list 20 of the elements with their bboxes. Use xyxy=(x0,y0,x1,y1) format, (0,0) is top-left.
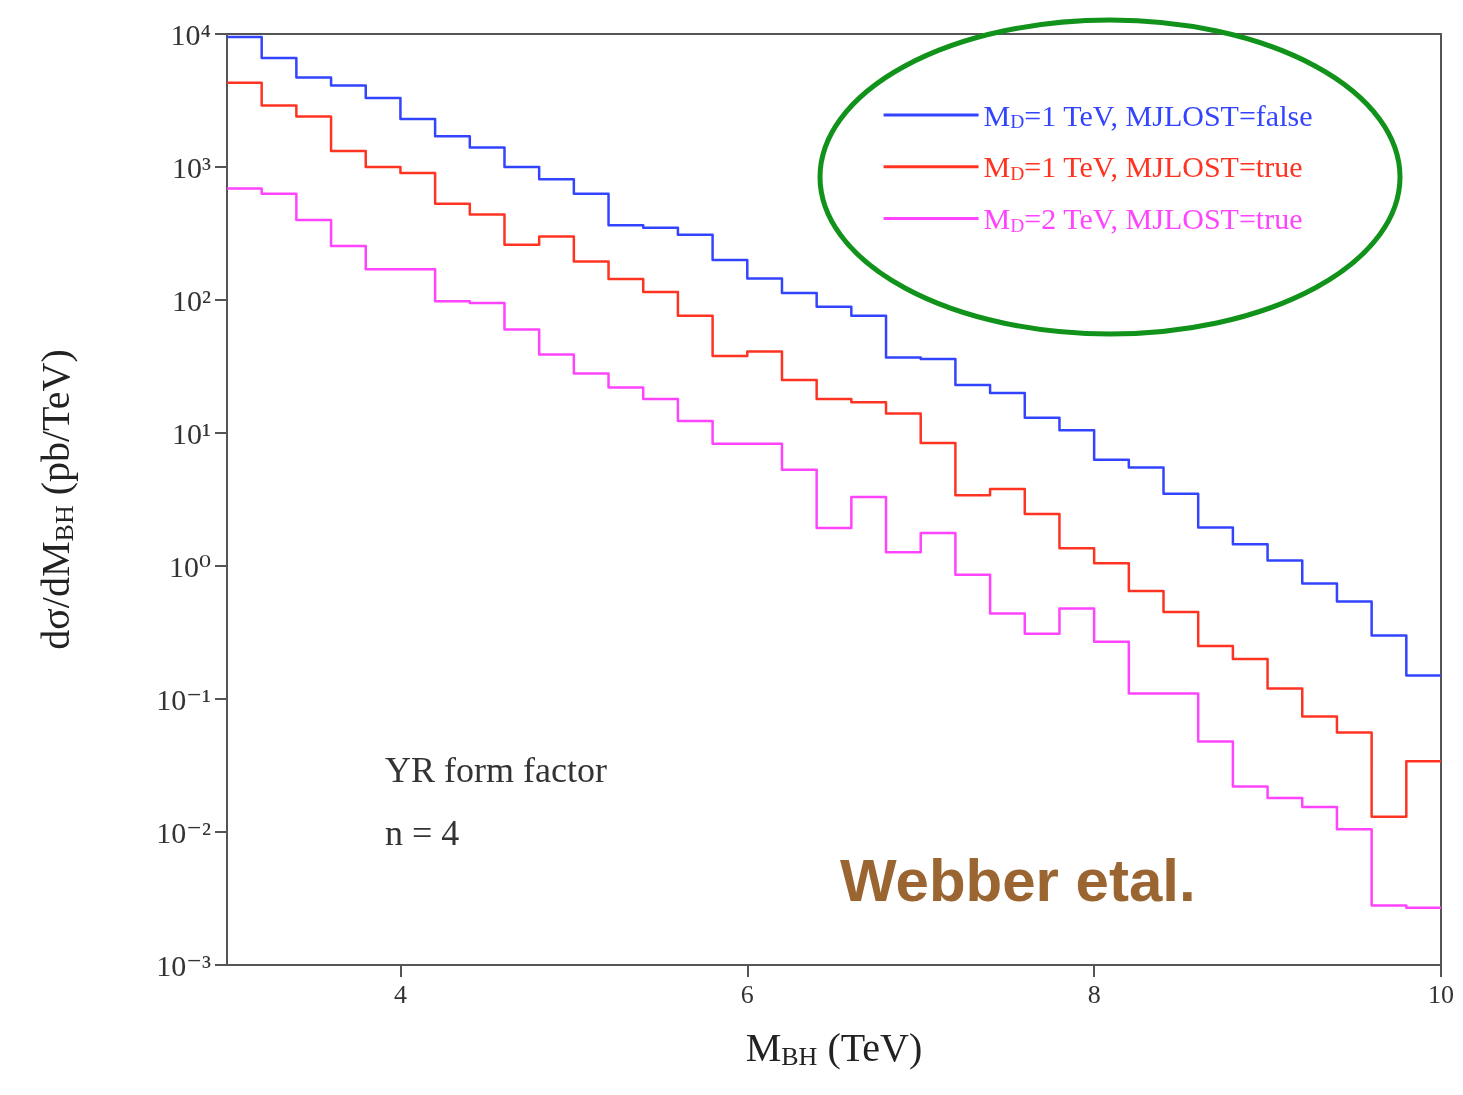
y-tick-label: 10³ xyxy=(172,150,211,184)
annotation: Webber etal. xyxy=(840,846,1196,914)
y-tick-label: 10⁻¹ xyxy=(156,682,211,716)
y-tick-label: 10¹ xyxy=(172,416,211,450)
y-tick-label: 10⁴ xyxy=(170,17,211,51)
y-axis-title: dσ/dMBH (pb/TeV) xyxy=(32,349,79,650)
legend-label: MD=1 TeV, MJLOST=true xyxy=(983,150,1303,184)
y-tick-label: 10⁻³ xyxy=(156,948,211,982)
annotation: n = 4 xyxy=(385,813,460,853)
y-tick-label: 10² xyxy=(172,283,211,317)
x-axis-title: MBH (TeV) xyxy=(745,1024,923,1071)
y-tick-label: 10⁻² xyxy=(156,815,211,849)
legend-label: MD=2 TeV, MJLOST=true xyxy=(983,202,1303,236)
x-tick-label: 10 xyxy=(1428,979,1454,1009)
x-tick-label: 6 xyxy=(740,979,754,1009)
annotation: YR form factor xyxy=(385,750,607,790)
legend-label: MD=1 TeV, MJLOST=false xyxy=(983,98,1313,133)
x-tick-label: 8 xyxy=(1087,979,1101,1009)
y-tick-label: 10⁰ xyxy=(168,549,211,583)
x-tick-label: 4 xyxy=(393,979,407,1009)
